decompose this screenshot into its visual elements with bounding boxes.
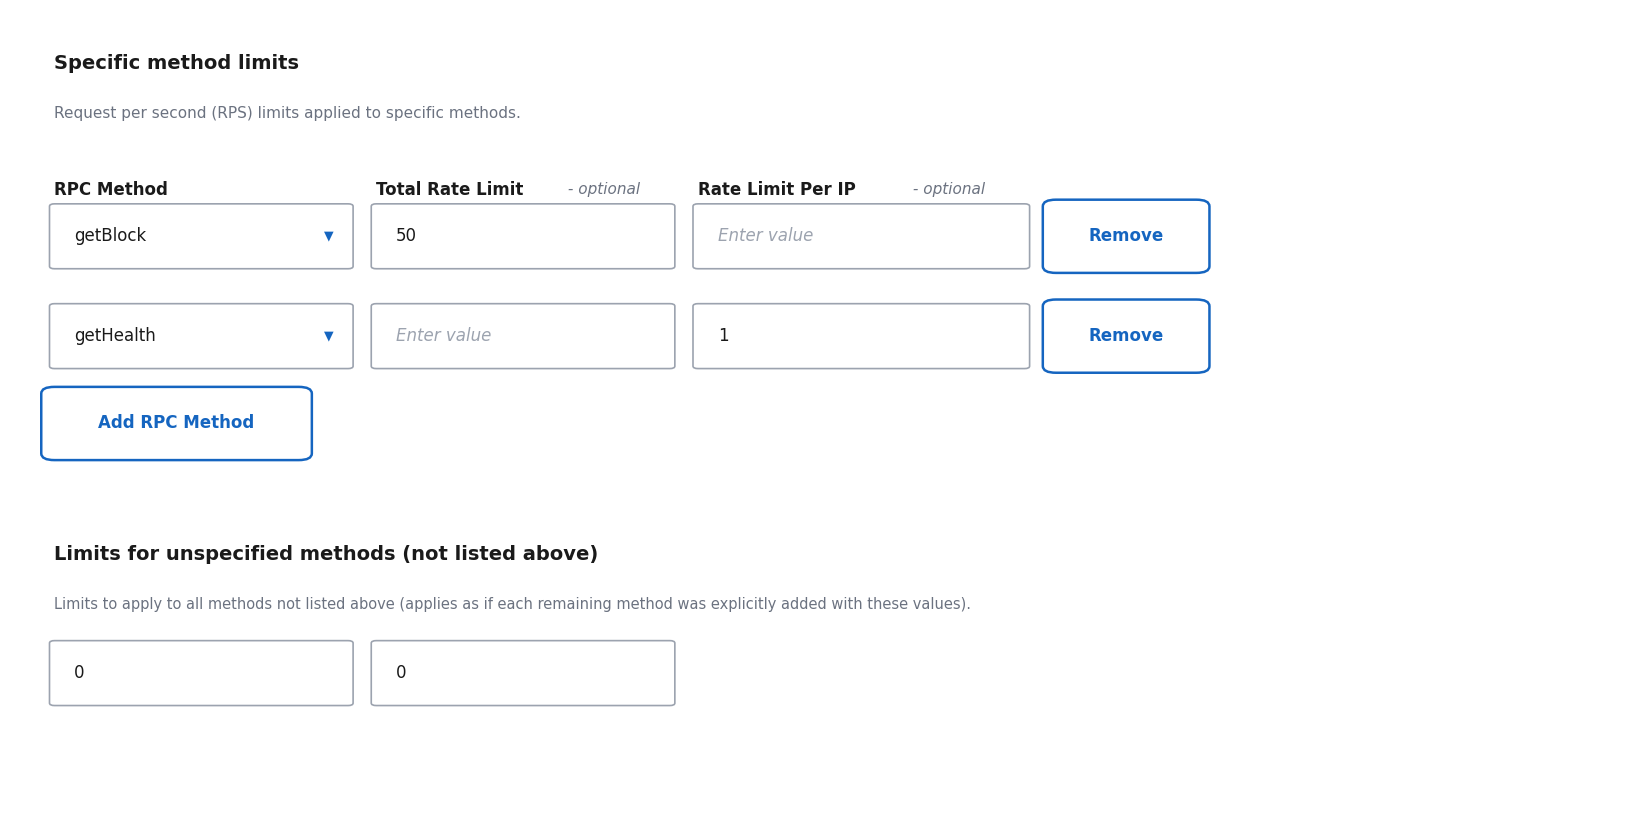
Text: getBlock: getBlock [74, 227, 147, 245]
FancyBboxPatch shape [693, 304, 1030, 369]
Text: Enter value: Enter value [718, 227, 813, 245]
FancyBboxPatch shape [1043, 200, 1209, 273]
Text: Remove: Remove [1089, 327, 1163, 345]
Text: 1: 1 [718, 327, 728, 345]
Text: - optional: - optional [241, 646, 318, 661]
FancyBboxPatch shape [50, 304, 353, 369]
Text: RPC Method: RPC Method [54, 181, 168, 199]
Text: ▼: ▼ [323, 230, 333, 243]
Text: Limits to apply to all methods not listed above (applies as if each remaining me: Limits to apply to all methods not liste… [54, 597, 972, 612]
Text: 50: 50 [396, 227, 417, 245]
Text: Add RPC Method: Add RPC Method [99, 414, 254, 433]
Text: Rate Limit Per IP: Rate Limit Per IP [376, 644, 535, 662]
Text: Total Rate Limit: Total Rate Limit [54, 644, 201, 662]
Text: Enter value: Enter value [396, 327, 492, 345]
FancyBboxPatch shape [41, 387, 312, 460]
Text: Specific method limits: Specific method limits [54, 54, 299, 73]
FancyBboxPatch shape [1043, 300, 1209, 373]
Text: - optional: - optional [908, 182, 985, 197]
Text: 0: 0 [74, 664, 84, 682]
Text: Request per second (RPS) limits applied to specific methods.: Request per second (RPS) limits applied … [54, 106, 521, 121]
FancyBboxPatch shape [50, 204, 353, 269]
Text: Remove: Remove [1089, 227, 1163, 245]
FancyBboxPatch shape [371, 204, 675, 269]
Text: 0: 0 [396, 664, 406, 682]
Text: Rate Limit Per IP: Rate Limit Per IP [698, 181, 856, 199]
FancyBboxPatch shape [371, 304, 675, 369]
Text: ▼: ▼ [323, 329, 333, 343]
Text: - optional: - optional [563, 182, 640, 197]
Text: Total Rate Limit: Total Rate Limit [376, 181, 523, 199]
FancyBboxPatch shape [693, 204, 1030, 269]
Text: Limits for unspecified methods (not listed above): Limits for unspecified methods (not list… [54, 545, 599, 564]
Text: - optional: - optional [586, 646, 663, 661]
FancyBboxPatch shape [50, 641, 353, 706]
Text: getHealth: getHealth [74, 327, 157, 345]
FancyBboxPatch shape [371, 641, 675, 706]
